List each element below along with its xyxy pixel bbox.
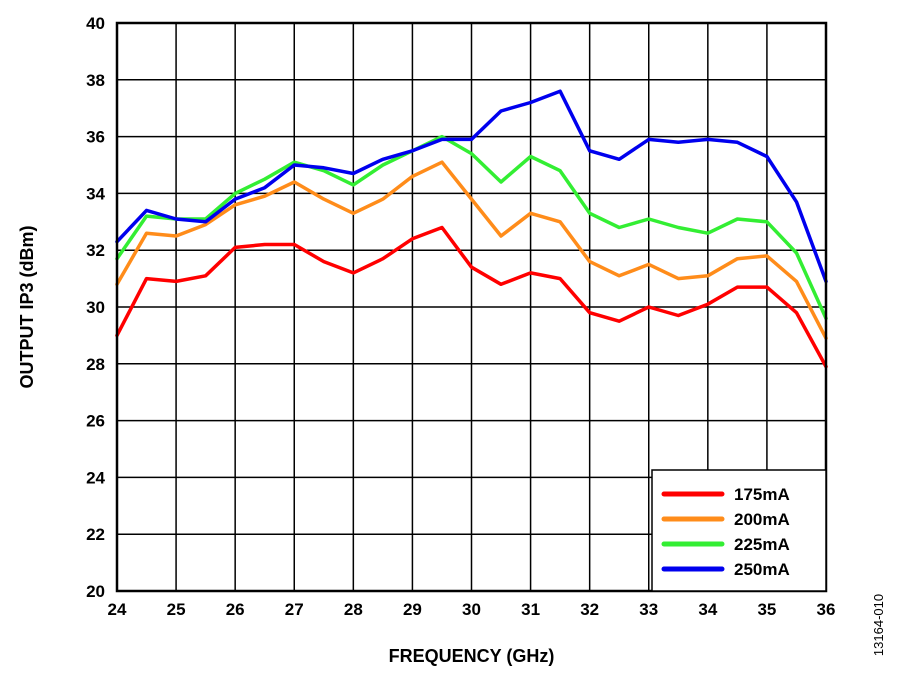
series-lines xyxy=(115,89,828,369)
y-tick-label: 30 xyxy=(86,298,105,317)
y-tick-label: 36 xyxy=(86,128,105,147)
x-tick-label: 27 xyxy=(285,600,304,619)
x-tick-label: 29 xyxy=(403,600,422,619)
x-tick-label: 31 xyxy=(521,600,540,619)
x-tick-label: 34 xyxy=(698,600,717,619)
x-tick-label: 30 xyxy=(462,600,481,619)
y-axis-title: OUTPUT IP3 (dBm) xyxy=(17,225,37,388)
series-line-250mA xyxy=(115,89,828,284)
legend: 175mA 200mA 225mA 250mA xyxy=(651,469,827,592)
x-tick-label: 33 xyxy=(639,600,658,619)
figure-id-label: 13164-010 xyxy=(871,594,886,656)
legend-label: 250mA xyxy=(734,560,790,579)
y-tick-label: 38 xyxy=(86,71,105,90)
x-tick-labels: 24 25 26 27 28 29 30 31 32 33 34 35 36 xyxy=(108,600,836,619)
y-tick-label: 20 xyxy=(86,582,105,601)
series-line-200mA xyxy=(115,160,828,340)
y-tick-labels: 20 22 24 26 28 30 32 34 36 38 40 xyxy=(86,14,105,601)
x-tick-label: 36 xyxy=(817,600,836,619)
legend-label: 200mA xyxy=(734,510,790,529)
x-tick-label: 28 xyxy=(344,600,363,619)
legend-label: 175mA xyxy=(734,485,790,504)
y-tick-label: 32 xyxy=(86,241,105,260)
y-tick-label: 40 xyxy=(86,14,105,33)
y-tick-label: 34 xyxy=(86,184,105,203)
x-tick-label: 26 xyxy=(226,600,245,619)
series-line-225mA xyxy=(115,134,828,321)
y-tick-label: 24 xyxy=(86,468,105,487)
legend-label: 225mA xyxy=(734,535,790,554)
y-tick-label: 26 xyxy=(86,412,105,431)
x-axis-title: FREQUENCY (GHz) xyxy=(389,646,555,666)
x-tick-label: 24 xyxy=(108,600,127,619)
series-line-175mA xyxy=(115,225,828,369)
plot-frame xyxy=(115,21,828,593)
y-tick-label: 22 xyxy=(86,525,105,544)
x-tick-label: 35 xyxy=(757,600,776,619)
x-tick-label: 32 xyxy=(580,600,599,619)
x-tick-label: 25 xyxy=(167,600,186,619)
y-tick-label: 28 xyxy=(86,355,105,374)
